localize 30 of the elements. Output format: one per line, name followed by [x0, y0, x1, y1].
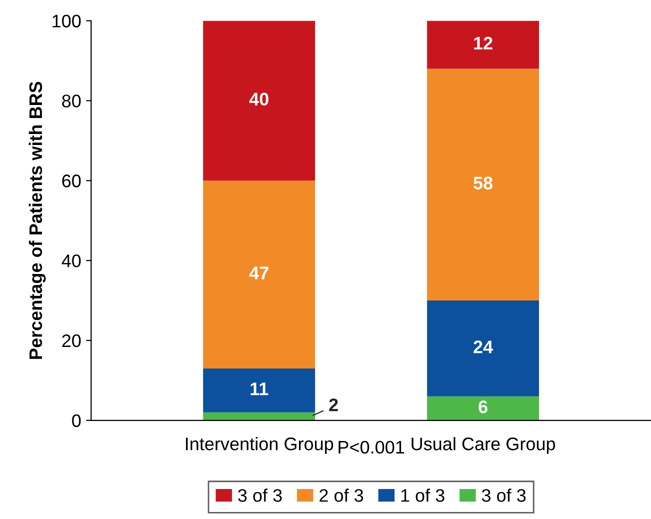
bar: [203, 20, 316, 181]
data-label: 12: [474, 36, 492, 50]
y-tick-label: 80: [62, 94, 81, 108]
data-label: 11: [250, 382, 268, 396]
data-label: 6: [478, 400, 488, 414]
legend-label: 2 of 3: [320, 488, 364, 502]
bar: [427, 20, 540, 69]
legend-label: 3 of 3: [238, 488, 282, 502]
legend-label: 3 of 3: [482, 488, 526, 502]
data-label: 40: [249, 92, 268, 106]
x-tick-label: Usual Care Group: [412, 437, 556, 454]
y-tick-label: 40: [62, 254, 81, 268]
data-label: 24: [474, 340, 493, 354]
legend-label: 1 of 3: [401, 488, 444, 502]
y-tick-label: 60: [62, 174, 81, 188]
x-tick-label: Intervention Group: [186, 437, 334, 454]
bar: [203, 368, 316, 412]
y-tick-label: 20: [62, 334, 81, 348]
bar: [203, 180, 316, 368]
data-label: 58: [474, 176, 493, 190]
bar: [427, 300, 540, 396]
bar: [203, 412, 316, 420]
data-label: 2: [329, 398, 338, 412]
y-axis-title: Percentage of Patients with BRS: [28, 82, 46, 359]
text: P<0.001: [338, 440, 404, 454]
data-label: 47: [249, 266, 268, 280]
bar: [427, 396, 540, 420]
y-tick-label: 100: [52, 14, 81, 28]
bar: [427, 68, 540, 300]
y-tick-label: 0: [72, 414, 81, 428]
